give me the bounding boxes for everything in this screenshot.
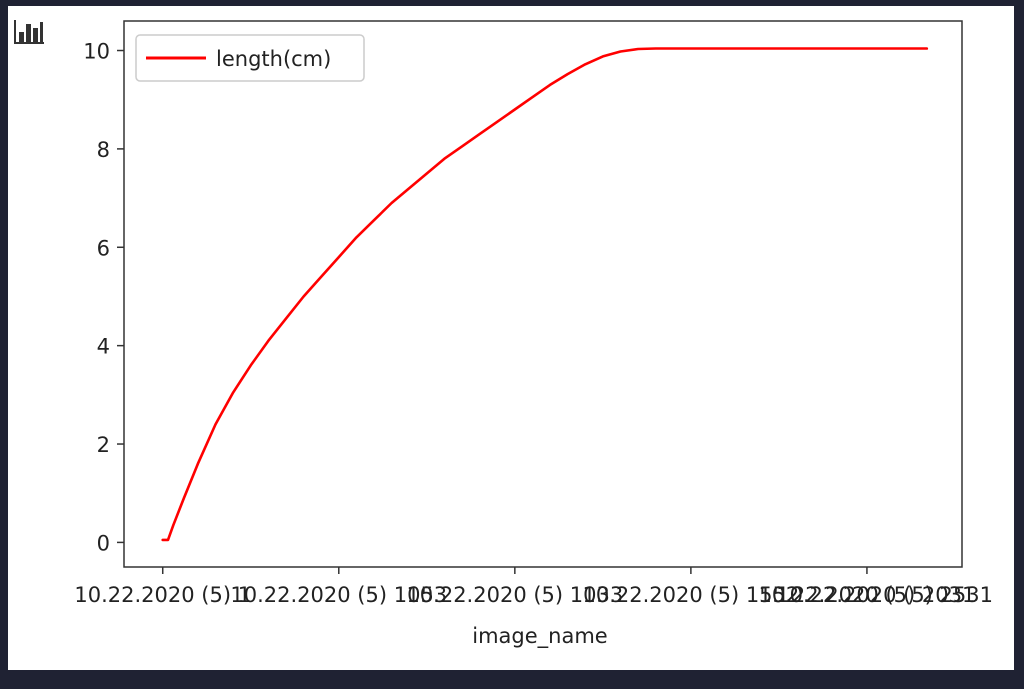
bar-chart-icon[interactable] <box>14 20 44 46</box>
y-tick-label: 0 <box>97 531 110 555</box>
legend-label: length(cm) <box>216 47 331 71</box>
x-tick-label: 10.22.2020 (5) 1053 <box>230 583 447 607</box>
y-tick-label: 8 <box>97 138 110 162</box>
x-axis: 10.22.2020 (5) 110.22.2020 (5) 105310.22… <box>74 567 993 607</box>
y-axis: 0 2 4 6 8 10 <box>83 40 124 555</box>
plot-area <box>123 20 963 568</box>
x-tick-label: 10.22.2020 (5) 2531 <box>776 583 993 607</box>
x-tick-label: 10.22.2020 (5) 1033 <box>406 583 623 607</box>
y-tick-label: 4 <box>97 335 110 359</box>
series-layer <box>161 47 929 542</box>
x-tick-label: 10.22.2020 (5) 1 <box>74 583 251 607</box>
legend: length(cm) <box>135 34 365 82</box>
x-axis-label: image_name <box>472 624 607 649</box>
x-tick-label: 10.22.2020 (5) 2031 <box>759 583 976 607</box>
y-tick-label: 6 <box>97 236 110 260</box>
chart-panel: 0 2 4 6 8 10 10.22.2020 (5) 1 10.22.2020 (5) 1… <box>8 6 1014 670</box>
y-tick-label: 10 <box>83 40 110 64</box>
series-line-0 <box>161 47 929 542</box>
y-tick-label: 2 <box>97 433 110 457</box>
x-tick-label: 10.22.2020 (5) 1552 <box>582 583 799 607</box>
